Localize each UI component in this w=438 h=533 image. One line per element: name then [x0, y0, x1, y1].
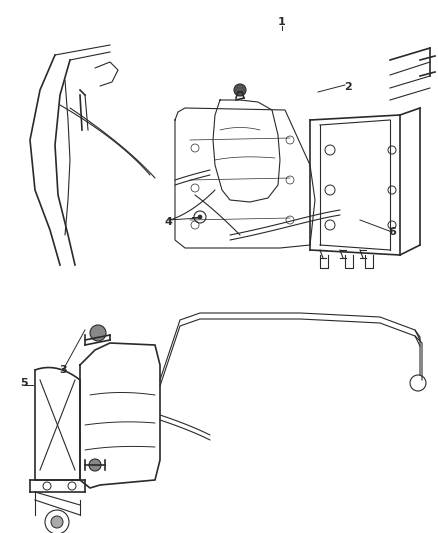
Text: 5: 5	[20, 378, 28, 388]
Text: 2: 2	[344, 82, 352, 92]
Circle shape	[89, 459, 101, 471]
Circle shape	[90, 325, 106, 341]
Circle shape	[198, 215, 202, 219]
Circle shape	[234, 84, 246, 96]
Text: 1: 1	[278, 17, 286, 27]
Text: 6: 6	[388, 227, 396, 237]
Text: 3: 3	[59, 365, 67, 375]
Text: 4: 4	[164, 217, 172, 227]
Circle shape	[51, 516, 63, 528]
